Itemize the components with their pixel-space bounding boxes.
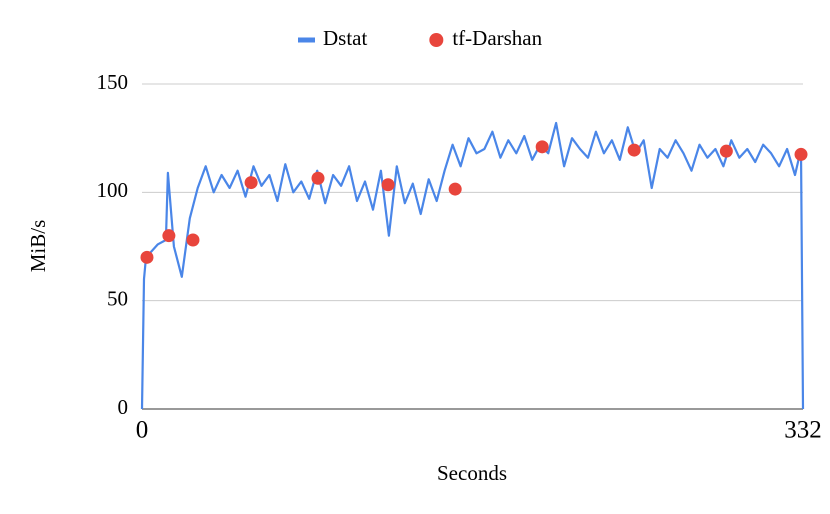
y-tick-label: 0 [118,395,129,419]
y-tick-label: 50 [107,286,128,310]
data-point [535,140,549,154]
data-point [311,171,325,185]
y-tick-label: 150 [97,70,129,94]
x-axis-label: Seconds [437,461,507,485]
legend-swatch [429,33,444,47]
data-point [244,176,258,190]
data-point [140,250,154,264]
data-point [794,147,808,161]
legend-label: Dstat [323,26,367,50]
legend-label: tf-Darshan [452,26,542,50]
data-point [627,143,641,157]
x-tick-label: 332 [784,417,822,444]
data-line [140,121,805,410]
y-tick-label: 100 [97,178,129,202]
data-point [381,178,395,192]
x-tick-label: 0 [136,417,149,444]
data-point [448,182,462,196]
data-point [186,233,200,247]
data-point [162,229,176,243]
y-axis-label: MiB/s [26,220,50,273]
data-point [719,144,733,158]
